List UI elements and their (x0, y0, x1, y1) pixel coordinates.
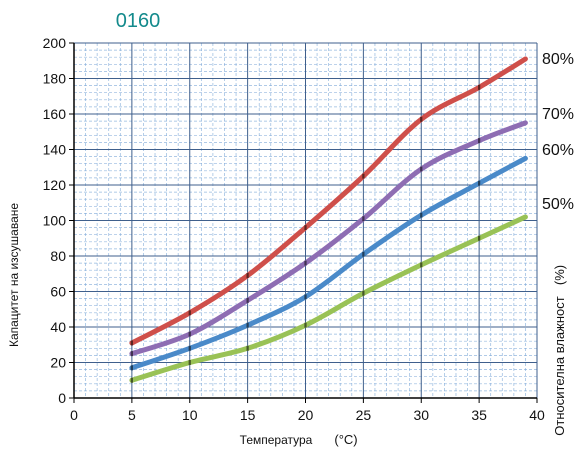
y-tick-label: 0 (58, 390, 66, 406)
x-ticks: 0 5 10 15 20 25 30 35 40 (70, 398, 545, 423)
series-line (129, 120, 528, 357)
series-markers (130, 84, 481, 383)
y-tick-label: 80 (50, 248, 66, 264)
y-tick-label: 120 (43, 177, 67, 193)
series-label: 60% (542, 142, 574, 159)
y-tick-label: 180 (43, 71, 67, 87)
y-tick-label: 60 (50, 284, 66, 300)
series-lines (129, 56, 528, 383)
x-tick-label: 30 (413, 407, 429, 423)
x-tick-label: 0 (70, 407, 78, 423)
x-axis-unit: (°C) (334, 432, 357, 447)
series-line (129, 155, 528, 371)
y-tick-label: 40 (50, 319, 66, 335)
series-line (129, 56, 528, 346)
chart-title: 0160 (116, 10, 161, 32)
y-tick-label: 200 (43, 35, 67, 51)
series-label: 50% (542, 196, 574, 213)
x-tick-label: 25 (356, 407, 372, 423)
x-tick-label: 10 (182, 407, 198, 423)
x-tick-label: 35 (471, 407, 487, 423)
x-tick-label: 5 (128, 407, 136, 423)
x-tick-label: 15 (240, 407, 256, 423)
x-tick-label: 20 (298, 407, 314, 423)
y-tick-label: 140 (43, 142, 67, 158)
y2-axis-unit: (%) (552, 265, 567, 285)
x-tick-label: 40 (529, 407, 545, 423)
y-axis-title: Капацитет на изсушаване (7, 203, 21, 347)
y-tick-label: 100 (43, 213, 67, 229)
series-label: 70% (542, 106, 574, 123)
y2-axis-title: Относителна влажност (552, 296, 567, 435)
series-label: 80% (542, 51, 574, 68)
series-line (129, 214, 528, 383)
y-tick-label: 20 (50, 355, 66, 371)
y-ticks: 0 20 40 60 80 100 120 140 160 180 200 (43, 35, 74, 406)
x-axis-title: Температура (240, 433, 313, 447)
y-tick-label: 160 (43, 106, 67, 122)
series-labels: 80% 70% 60% 50% (542, 51, 574, 213)
